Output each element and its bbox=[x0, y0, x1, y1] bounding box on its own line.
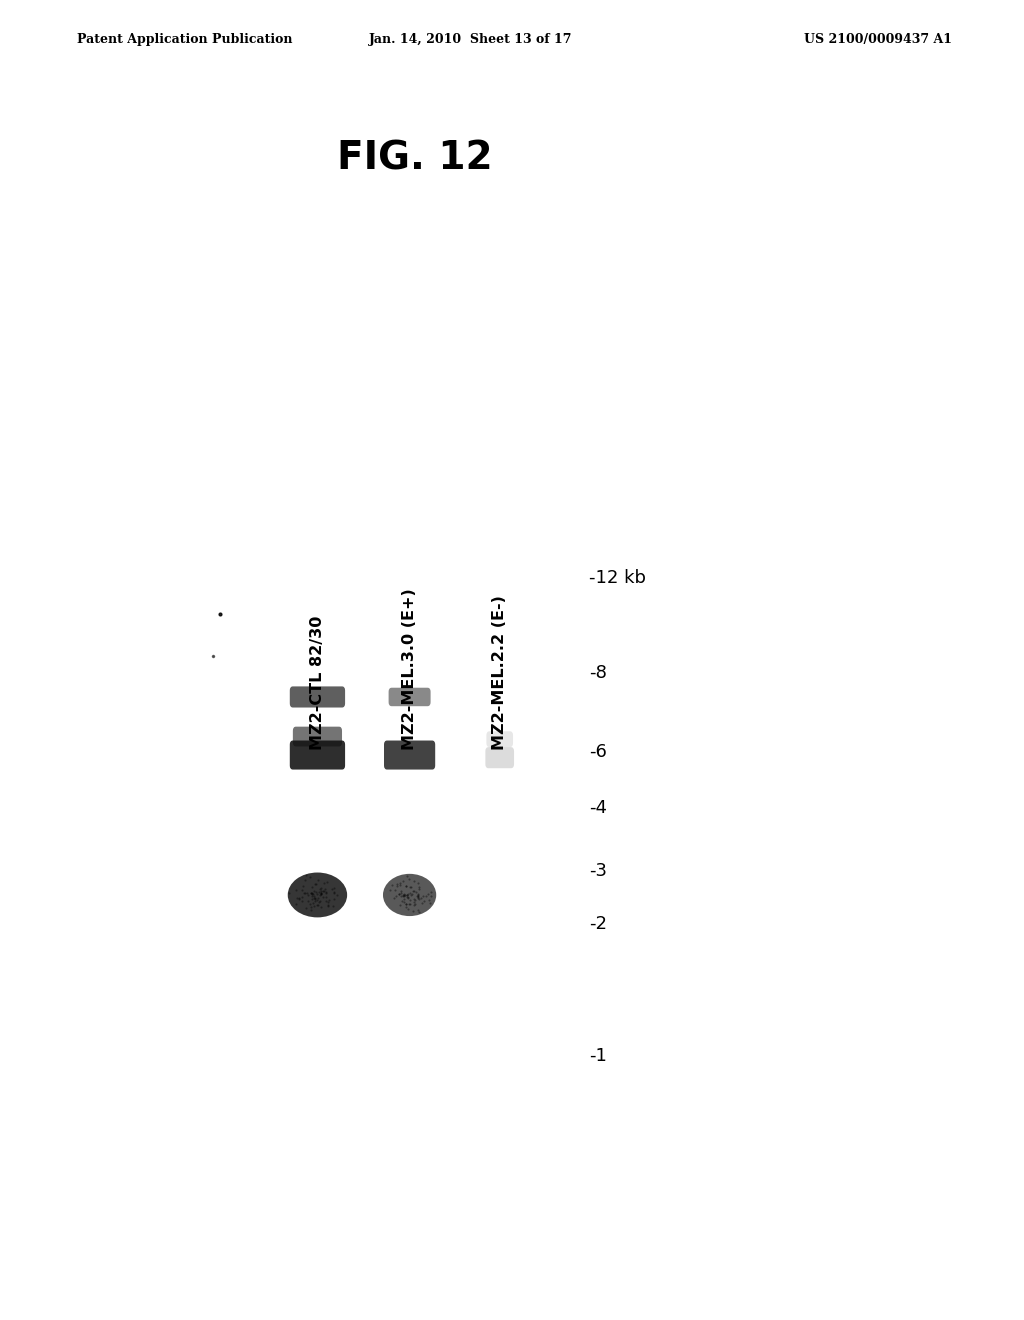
Text: -2: -2 bbox=[589, 915, 607, 933]
Text: MZ2-CTL 82/30: MZ2-CTL 82/30 bbox=[310, 615, 325, 750]
Text: -8: -8 bbox=[589, 664, 606, 682]
Text: MZ2-MEL.3.0 (E+): MZ2-MEL.3.0 (E+) bbox=[402, 587, 417, 750]
Text: -6: -6 bbox=[589, 743, 606, 762]
FancyBboxPatch shape bbox=[290, 686, 345, 708]
Text: Patent Application Publication: Patent Application Publication bbox=[77, 33, 292, 46]
Text: Jan. 14, 2010  Sheet 13 of 17: Jan. 14, 2010 Sheet 13 of 17 bbox=[370, 33, 572, 46]
Text: FIG. 12: FIG. 12 bbox=[337, 140, 493, 177]
Ellipse shape bbox=[288, 873, 347, 917]
FancyBboxPatch shape bbox=[290, 741, 345, 770]
FancyBboxPatch shape bbox=[486, 731, 513, 747]
Text: -1: -1 bbox=[589, 1047, 606, 1065]
Text: US 2100/0009437 A1: US 2100/0009437 A1 bbox=[804, 33, 952, 46]
FancyBboxPatch shape bbox=[384, 741, 435, 770]
Text: -4: -4 bbox=[589, 799, 607, 817]
Text: -12 kb: -12 kb bbox=[589, 569, 646, 587]
Text: MZ2-MEL.2.2 (E-): MZ2-MEL.2.2 (E-) bbox=[493, 595, 507, 750]
Text: -3: -3 bbox=[589, 862, 607, 880]
FancyBboxPatch shape bbox=[485, 747, 514, 768]
FancyBboxPatch shape bbox=[389, 688, 430, 706]
Ellipse shape bbox=[383, 874, 436, 916]
FancyBboxPatch shape bbox=[293, 726, 342, 747]
